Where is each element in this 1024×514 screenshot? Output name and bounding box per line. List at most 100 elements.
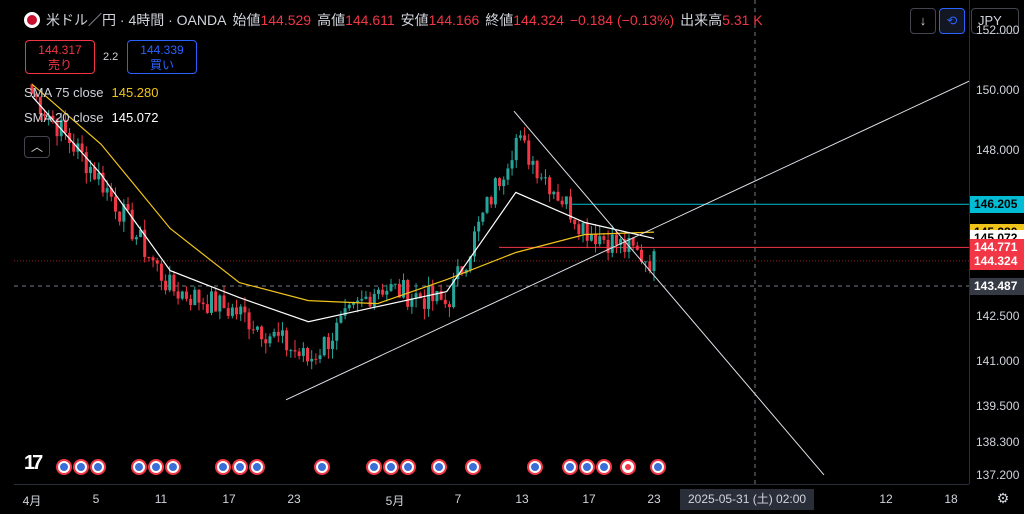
candle-body bbox=[468, 256, 472, 270]
time-tick: 11 bbox=[154, 492, 168, 506]
tradingview-logo[interactable]: 17 bbox=[24, 452, 43, 474]
economic-event-flag-icon[interactable] bbox=[366, 459, 382, 475]
candle-body bbox=[218, 295, 222, 312]
economic-event-flag-icon[interactable] bbox=[383, 459, 399, 475]
time-tick: 23 bbox=[647, 492, 661, 506]
sma75-legend[interactable]: SMA 75 close 145.280 bbox=[24, 85, 159, 100]
economic-event-flag-icon[interactable] bbox=[400, 459, 416, 475]
open-label: 始値 bbox=[232, 12, 261, 28]
time-tick: 17 bbox=[222, 492, 236, 506]
economic-event-flag-icon[interactable] bbox=[562, 459, 578, 475]
candle-body bbox=[310, 358, 314, 362]
candle-body bbox=[335, 322, 339, 341]
time-tick: 13 bbox=[515, 492, 529, 506]
candle-body bbox=[602, 236, 606, 240]
economic-event-flag-icon[interactable] bbox=[465, 459, 481, 475]
candle-body bbox=[122, 204, 126, 222]
economic-event-flag-icon[interactable] bbox=[650, 459, 666, 475]
economic-event-flag-icon[interactable] bbox=[431, 459, 447, 475]
time-tick: 18 bbox=[944, 492, 958, 506]
time-tick: 7 bbox=[454, 492, 462, 506]
price-tick: 139.500 bbox=[976, 398, 1020, 413]
candle-body bbox=[631, 237, 635, 246]
time-tick: 17 bbox=[582, 492, 596, 506]
price-tick: 152.000 bbox=[976, 23, 1020, 38]
economic-event-flag-icon[interactable] bbox=[620, 459, 636, 475]
economic-event-flag-icon[interactable] bbox=[215, 459, 231, 475]
candle-body bbox=[610, 234, 614, 253]
candle-body bbox=[134, 237, 138, 240]
candle-body bbox=[251, 329, 255, 331]
economic-event-flag-icon[interactable] bbox=[249, 459, 265, 475]
economic-event-flag-icon[interactable] bbox=[148, 459, 164, 475]
candle-body bbox=[326, 337, 330, 350]
time-tick: 4月 bbox=[22, 494, 42, 508]
economic-event-flag-icon[interactable] bbox=[90, 459, 106, 475]
candle-body bbox=[84, 152, 88, 174]
economic-event-flag-icon[interactable] bbox=[596, 459, 612, 475]
sell-button[interactable]: 144.317 売り bbox=[25, 40, 95, 74]
buy-button[interactable]: 144.339 買い bbox=[127, 40, 197, 74]
download-button[interactable]: ↓ bbox=[910, 8, 936, 34]
candle-body bbox=[427, 285, 431, 309]
candle-body bbox=[364, 296, 368, 299]
sma20-legend[interactable]: SMA 20 close 145.072 bbox=[24, 110, 159, 125]
price-axis[interactable]: 152.000150.000148.000145.072142.500141.0… bbox=[969, 0, 1024, 484]
price-chart[interactable] bbox=[14, 0, 969, 484]
candle-body bbox=[168, 274, 172, 291]
price-tick: 150.000 bbox=[976, 83, 1020, 98]
candle-body bbox=[552, 191, 556, 195]
candle-body bbox=[527, 140, 531, 165]
volume-label: 出来高 bbox=[680, 12, 723, 28]
economic-event-flag-icon[interactable] bbox=[314, 459, 330, 475]
economic-event-flag-icon[interactable] bbox=[165, 459, 181, 475]
settings-gear-icon[interactable]: ⚙ bbox=[996, 490, 1010, 506]
uptrend-line bbox=[285, 80, 969, 401]
candle-body bbox=[197, 289, 201, 303]
price-tick: 137.200 bbox=[976, 467, 1020, 482]
candle-body bbox=[63, 119, 67, 133]
candle-body bbox=[431, 285, 435, 302]
candle-body bbox=[155, 260, 159, 264]
economic-event-flag-icon[interactable] bbox=[73, 459, 89, 475]
candle-body bbox=[385, 290, 389, 295]
candle-body bbox=[143, 229, 147, 258]
candle-body bbox=[393, 283, 397, 285]
candle-body bbox=[172, 274, 176, 292]
economic-event-flag-icon[interactable] bbox=[527, 459, 543, 475]
sma20-line bbox=[31, 95, 655, 323]
candle-body bbox=[235, 307, 239, 315]
economic-event-flag-icon[interactable] bbox=[56, 459, 72, 475]
candle-body bbox=[410, 298, 414, 307]
candle-body bbox=[489, 197, 493, 205]
economic-event-flag-icon[interactable] bbox=[232, 459, 248, 475]
candle-body bbox=[339, 315, 343, 323]
collapse-legend-button[interactable]: ︿ bbox=[24, 136, 50, 158]
candle-body bbox=[43, 114, 47, 116]
candle-body bbox=[164, 280, 168, 291]
buy-price: 144.339 bbox=[140, 43, 184, 57]
candle-body bbox=[193, 289, 197, 306]
candle-body bbox=[322, 337, 326, 356]
candle-body bbox=[97, 172, 101, 180]
candle-body bbox=[285, 330, 289, 351]
time-axis[interactable]: 2025-05-31 (土) 02:00 4月 5 11 17 23 5月 7 13 17 23 1… bbox=[14, 484, 969, 514]
candle-body bbox=[268, 336, 272, 344]
candle-body bbox=[260, 326, 264, 340]
candle-body bbox=[293, 350, 297, 352]
candle-body bbox=[184, 291, 188, 299]
candle-body bbox=[389, 284, 393, 291]
sync-button[interactable]: ⟲ bbox=[939, 8, 965, 34]
chart-canvas[interactable] bbox=[14, 0, 969, 484]
currency-flag-icon bbox=[24, 12, 40, 28]
economic-event-flag-icon[interactable] bbox=[579, 459, 595, 475]
candle-body bbox=[280, 330, 284, 336]
candle-body bbox=[80, 143, 84, 153]
candle-body bbox=[243, 306, 247, 313]
candle-body bbox=[531, 160, 535, 165]
candle-body bbox=[397, 283, 401, 298]
symbol-title[interactable]: 米ドル／円 · 4時間 · OANDA bbox=[46, 12, 227, 28]
economic-event-flag-icon[interactable] bbox=[131, 459, 147, 475]
candle-body bbox=[289, 350, 293, 352]
currency-select[interactable]: JPY bbox=[971, 8, 1019, 34]
